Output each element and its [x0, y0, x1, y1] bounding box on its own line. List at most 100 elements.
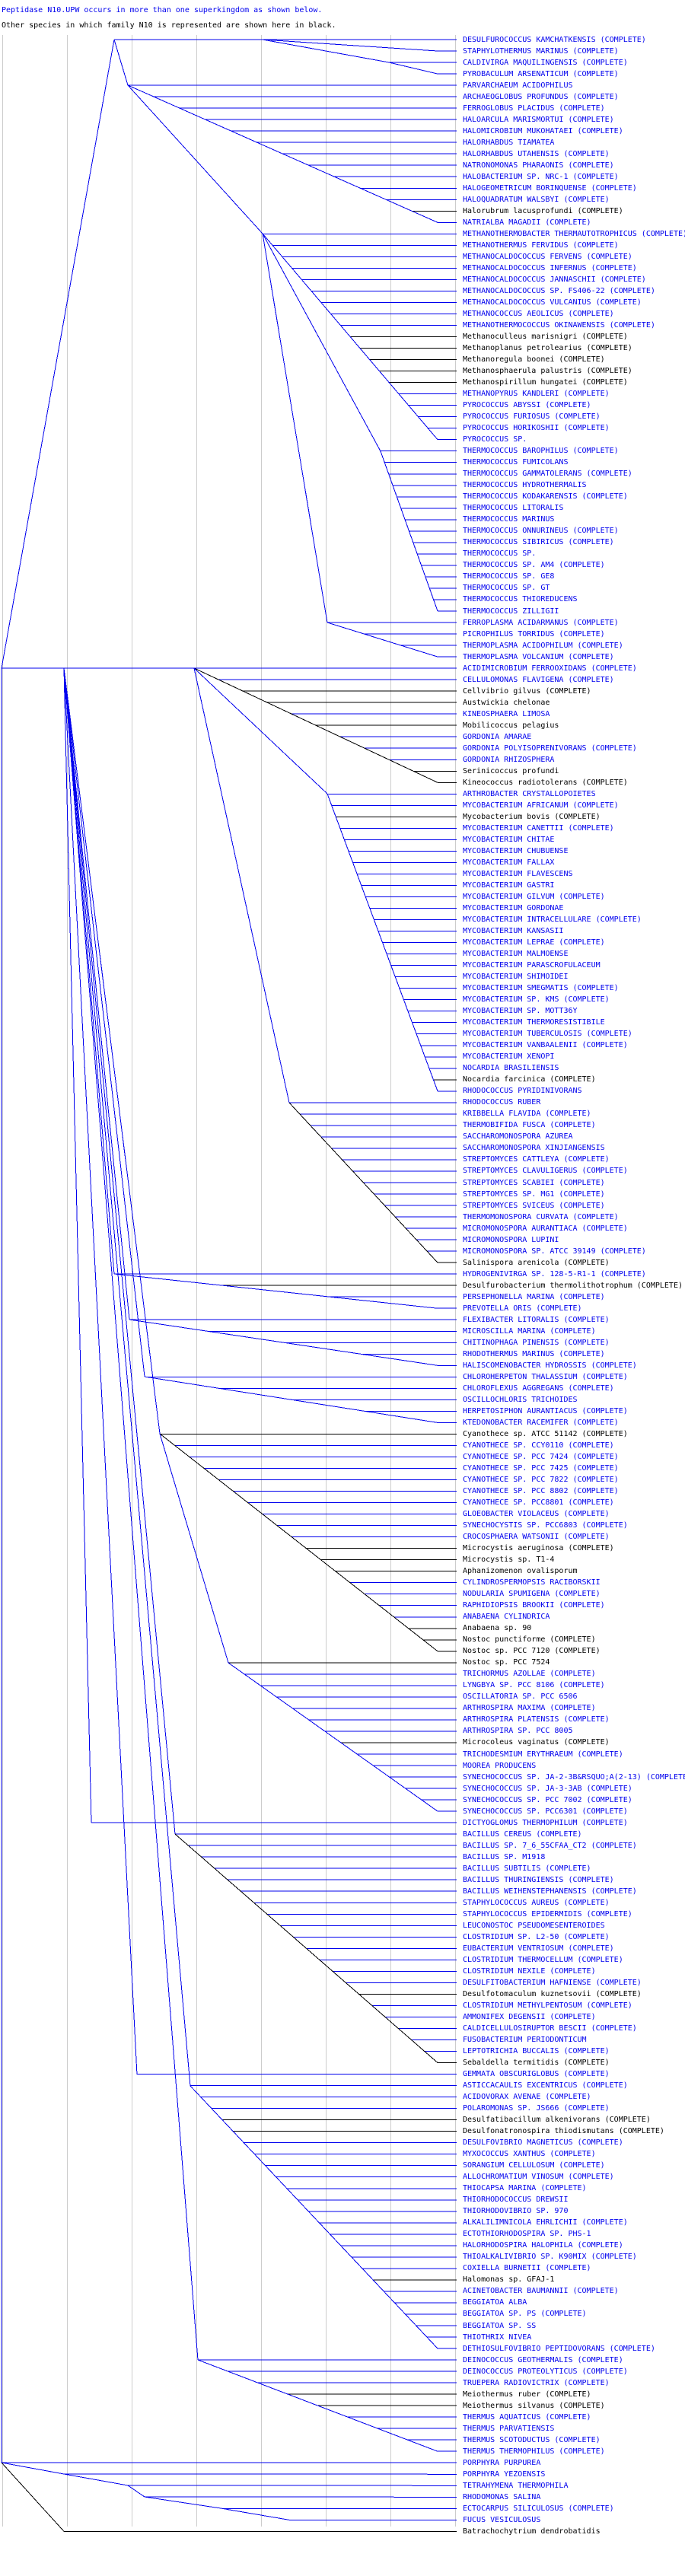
species-label[interactable]: Methanospirillum hungatei (COMPLETE)	[463, 378, 628, 387]
species-label[interactable]: ALLOCHROMATIUM VINOSUM (COMPLETE)	[463, 2173, 614, 2182]
species-label[interactable]: BEGGIATOA SP. SS	[463, 2321, 537, 2330]
species-label[interactable]: Desulfotomaculum kuznetsovii (COMPLETE)	[463, 1989, 642, 1998]
species-label[interactable]: HERPETOSIPHON AURANTIACUS (COMPLETE)	[463, 1406, 628, 1415]
species-label[interactable]: SACCHAROMONOSPORA AZUREA	[463, 1132, 573, 1142]
species-label[interactable]: CHLOROHERPETON THALASSIUM (COMPLETE)	[463, 1372, 628, 1381]
species-label[interactable]: EUBACTERIUM VENTRIOSUM (COMPLETE)	[463, 1944, 614, 1953]
species-label[interactable]: HYDROGENIVIRGA SP. 128-5-R1-1 (COMPLETE)	[463, 1269, 646, 1278]
species-label[interactable]: LEUCONOSTOC PSEUDOMESENTEROIDES	[463, 1921, 605, 1930]
species-label[interactable]: CYANOTHECE SP. PCC 7424 (COMPLETE)	[463, 1452, 619, 1461]
species-label[interactable]: TRICHODESMIUM ERYTHRAEUM (COMPLETE)	[463, 1750, 623, 1759]
species-label[interactable]: MYCOBACTERIUM PARASCROFULACEUM	[463, 961, 601, 970]
species-label[interactable]: OSCILLOCHLORIS TRICHOIDES	[463, 1395, 578, 1404]
species-label[interactable]: LYNGBYA SP. PCC 8106 (COMPLETE)	[463, 1681, 605, 1690]
species-label[interactable]: CELLULOMONAS FLAVIGENA (COMPLETE)	[463, 675, 614, 684]
species-label[interactable]: NOCARDIA BRASILIENSIS	[463, 1064, 559, 1073]
species-label[interactable]: PYROCOCCUS ABYSSI (COMPLETE)	[463, 401, 591, 410]
species-label[interactable]: STREPTOMYCES SCABIEI (COMPLETE)	[463, 1178, 605, 1187]
species-label[interactable]: THERMOCOCCUS SP. GT	[463, 584, 550, 593]
species-label[interactable]: MYCOBACTERIUM CHITAE	[463, 835, 555, 844]
species-label[interactable]: NODULARIA SPUMIGENA (COMPLETE)	[463, 1590, 601, 1599]
species-label[interactable]: MYCOBACTERIUM FALLAX	[463, 858, 555, 867]
species-label[interactable]: BEGGIATOA ALBA	[463, 2298, 527, 2307]
species-label[interactable]: NATRONOMONAS PHARAONIS (COMPLETE)	[463, 161, 614, 170]
species-label[interactable]: RHODOCOCCUS RUBER	[463, 1098, 541, 1107]
species-label[interactable]: MYXOCOCCUS XANTHUS (COMPLETE)	[463, 2150, 596, 2159]
species-label[interactable]: METHANOCALDOCOCCUS SP. FS406-22 (COMPLET…	[463, 286, 655, 295]
species-label[interactable]: CROCOSPHAERA WATSONII (COMPLETE)	[463, 1533, 610, 1542]
species-label[interactable]: MYCOBACTERIUM SMEGMATIS (COMPLETE)	[463, 984, 619, 993]
species-label[interactable]: THERMOCOCCUS SP. GE8	[463, 572, 555, 581]
species-label[interactable]: THERMUS AQUATICUS (COMPLETE)	[463, 2412, 591, 2422]
species-label[interactable]: THIORHODOCOCCUS DREWSII	[463, 2195, 569, 2205]
species-label[interactable]: PORPHYRA YEZOENSIS	[463, 2469, 546, 2479]
species-label[interactable]: MYCOBACTERIUM SHIMOIDEI	[463, 973, 569, 982]
species-label[interactable]: STREPTOMYCES SP. MG1 (COMPLETE)	[463, 1189, 605, 1199]
species-label[interactable]: Methanoplanus petrolearius (COMPLETE)	[463, 344, 632, 353]
species-label[interactable]: THERMOCOCCUS LITORALIS	[463, 504, 564, 513]
species-label[interactable]: MYCOBACTERIUM INTRACELLULARE (COMPLETE)	[463, 915, 642, 925]
species-label[interactable]: METHANOCALDOCOCCUS FERVENS (COMPLETE)	[463, 252, 632, 261]
species-label[interactable]: THERMOCOCCUS THIOREDUCENS	[463, 595, 578, 604]
species-label[interactable]: DESULFITOBACTERIUM HAFNIENSE (COMPLETE)	[463, 1978, 642, 1987]
species-label[interactable]: Desulfurobacterium thermolithotrophum (C…	[463, 1281, 683, 1290]
species-label[interactable]: ARTHROSPIRA PLATENSIS (COMPLETE)	[463, 1715, 610, 1724]
species-label[interactable]: CLOSTRIDIUM NEXILE (COMPLETE)	[463, 1966, 596, 1976]
species-label[interactable]: Cyanothece sp. ATCC 51142 (COMPLETE)	[463, 1429, 628, 1438]
species-label[interactable]: Cellvibrio gilvus (COMPLETE)	[463, 686, 591, 696]
species-label[interactable]: METHANOCOCCUS AEOLICUS (COMPLETE)	[463, 309, 614, 318]
species-label[interactable]: MYCOBACTERIUM CANETTII (COMPLETE)	[463, 823, 614, 833]
species-label[interactable]: NATRIALBA MAGADII (COMPLETE)	[463, 218, 591, 227]
species-label[interactable]: PYROCOCCUS HORIKOSHII (COMPLETE)	[463, 424, 610, 433]
species-label[interactable]: PYROCOCCUS FURIOSUS (COMPLETE)	[463, 412, 601, 422]
species-label[interactable]: COXIELLA BURNETII (COMPLETE)	[463, 2264, 591, 2273]
species-label[interactable]: THERMOCOCCUS ONNURINEUS (COMPLETE)	[463, 527, 619, 536]
species-label[interactable]: Desulfatibacillum alkenivorans (COMPLETE…	[463, 2116, 651, 2125]
species-label[interactable]: Mycobacterium bovis (COMPLETE)	[463, 812, 601, 821]
species-label[interactable]: MYCOBACTERIUM FLAVESCENS	[463, 869, 573, 878]
species-label[interactable]: ARTHROSPIRA MAXIMA (COMPLETE)	[463, 1704, 596, 1713]
species-label[interactable]: Anabaena sp. 90	[463, 1624, 532, 1633]
species-label[interactable]: Mobilicoccus pelagius	[463, 721, 559, 730]
species-label[interactable]: THERMOBIFIDA FUSCA (COMPLETE)	[463, 1121, 596, 1130]
species-label[interactable]: MYCOBACTERIUM XENOPI	[463, 1052, 555, 1062]
species-label[interactable]: PORPHYRA PURPUREA	[463, 2458, 541, 2467]
species-label[interactable]: ASTICCACAULIS EXCENTRICUS (COMPLETE)	[463, 2081, 628, 2090]
species-label[interactable]: ECTOCARPUS SILICULOSUS (COMPLETE)	[463, 2504, 614, 2513]
species-label[interactable]: STAPHYLOTHERMUS MARINUS (COMPLETE)	[463, 46, 619, 56]
species-label[interactable]: CALDICELLULOSIRUPTOR BESCII (COMPLETE)	[463, 2024, 637, 2033]
species-label[interactable]: Aphanizomenon ovalisporum	[463, 1567, 578, 1576]
species-label[interactable]: CYANOTHECE SP. PCC 7822 (COMPLETE)	[463, 1476, 619, 1485]
species-label[interactable]: GLOEOBACTER VIOLACEUS (COMPLETE)	[463, 1510, 610, 1519]
species-label[interactable]: HALISCOMENOBACTER HYDROSSIS (COMPLETE)	[463, 1361, 637, 1370]
species-label[interactable]: Sebaldella termitidis (COMPLETE)	[463, 2059, 610, 2068]
species-label[interactable]: KRIBBELLA FLAVIDA (COMPLETE)	[463, 1110, 591, 1119]
species-label[interactable]: PERSEPHONELLA MARINA (COMPLETE)	[463, 1292, 605, 1301]
species-label[interactable]: THIOTHRIX NIVEA	[463, 2332, 532, 2342]
species-label[interactable]: THIORHODOVIBRIO SP. 970	[463, 2207, 569, 2216]
species-label[interactable]: THERMOCOCCUS ZILLIGII	[463, 607, 559, 616]
species-label[interactable]: Austwickia chelonae	[463, 698, 550, 707]
species-label[interactable]: POLAROMONAS SP. JS666 (COMPLETE)	[463, 2104, 610, 2113]
species-label[interactable]: METHANOTHERMOCOCCUS OKINAWENSIS (COMPLET…	[463, 321, 655, 330]
species-label[interactable]: METHANOCALDOCOCCUS VULCANIUS (COMPLETE)	[463, 298, 642, 307]
species-label[interactable]: RHODOCOCCUS PYRIDINIVORANS	[463, 1087, 582, 1096]
species-label[interactable]: ANABAENA CYLINDRICA	[463, 1613, 550, 1622]
species-label[interactable]: METHANOTHERMUS FERVIDUS (COMPLETE)	[463, 240, 619, 250]
species-label[interactable]: CYANOTHECE SP. CCY0110 (COMPLETE)	[463, 1441, 614, 1450]
species-label[interactable]: HALOARCULA MARISMORTUI (COMPLETE)	[463, 115, 614, 124]
species-label[interactable]: HALOBACTERIUM SP. NRC-1 (COMPLETE)	[463, 172, 619, 181]
species-label[interactable]: STREPTOMYCES SVICEUS (COMPLETE)	[463, 1201, 605, 1210]
species-label[interactable]: GEMMATA OBSCURIGLOBUS (COMPLETE)	[463, 2070, 610, 2079]
species-label[interactable]: DICTYOGLOMUS THERMOPHILUM (COMPLETE)	[463, 1818, 628, 1827]
species-label[interactable]: ACIDIMICROBIUM FERROOXIDANS (COMPLETE)	[463, 664, 637, 673]
species-label[interactable]: HALOGEOMETRICUM BORINQUENSE (COMPLETE)	[463, 183, 637, 193]
species-label[interactable]: BACILLUS THURINGIENSIS (COMPLETE)	[463, 1875, 614, 1884]
species-label[interactable]: THIOALKALIVIBRIO SP. K90MIX (COMPLETE)	[463, 2253, 637, 2262]
species-label[interactable]: MYCOBACTERIUM LEPRAE (COMPLETE)	[463, 938, 605, 947]
species-label[interactable]: THERMOCOCCUS HYDROTHERMALIS	[463, 481, 587, 490]
species-label[interactable]: PICROPHILUS TORRIDUS (COMPLETE)	[463, 629, 605, 638]
species-label[interactable]: SYNECHOCOCCUS SP. PCC6301 (COMPLETE)	[463, 1807, 628, 1816]
species-label[interactable]: CLOSTRIDIUM METHYLPENTOSUM (COMPLETE)	[463, 2001, 632, 2010]
species-label[interactable]: Kineococcus radiotolerans (COMPLETE)	[463, 778, 628, 787]
